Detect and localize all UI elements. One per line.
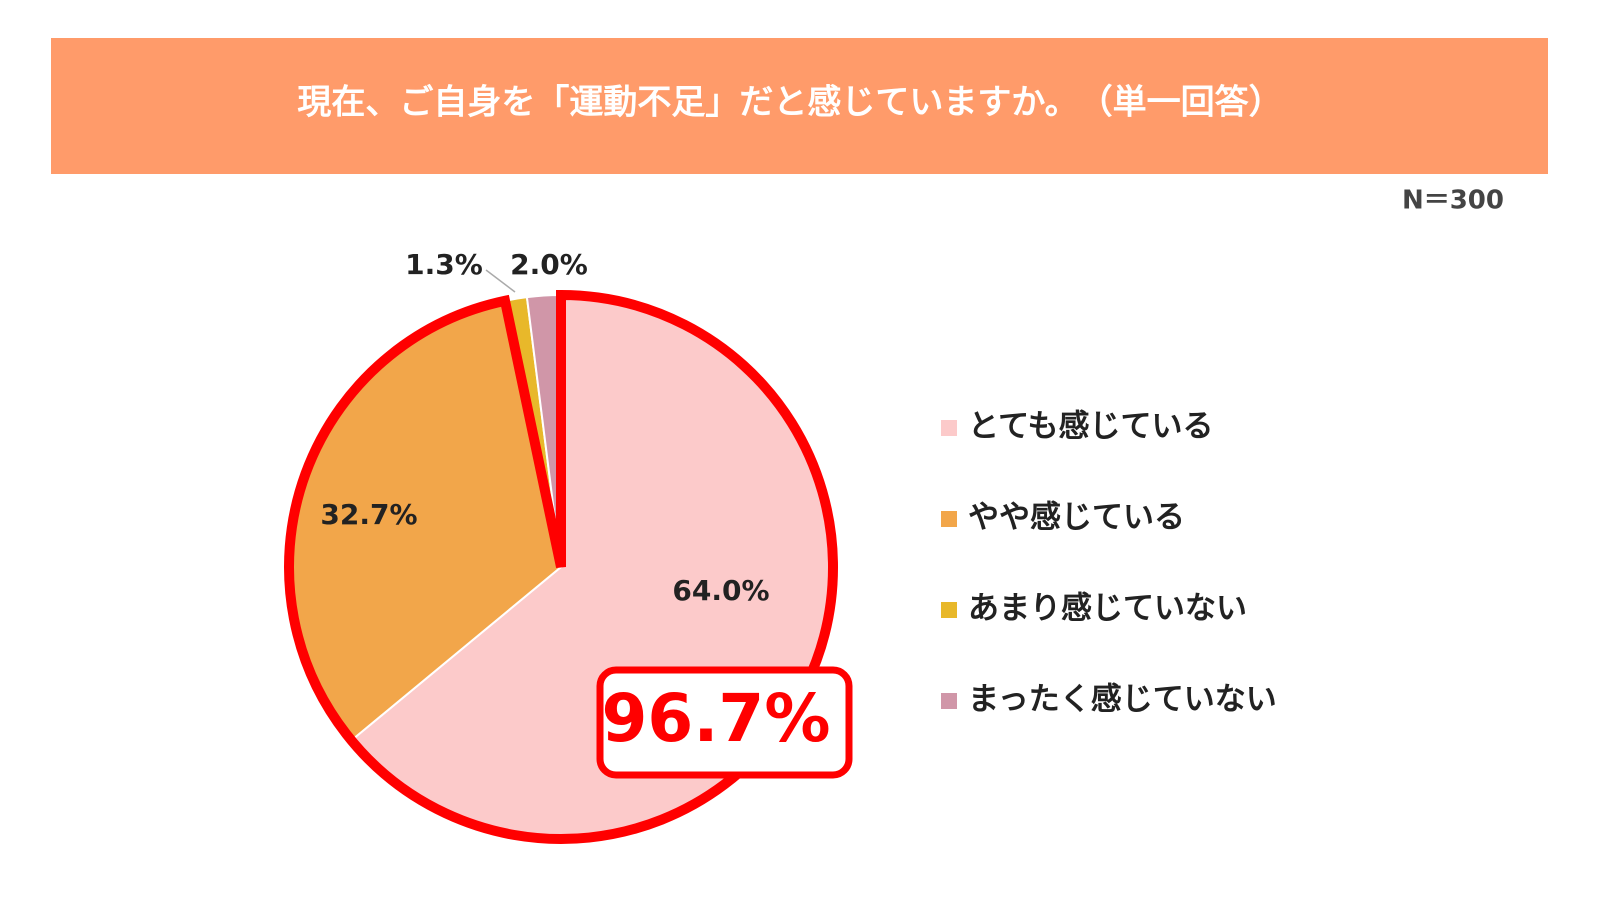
- legend-swatch: [941, 420, 957, 436]
- sample-size: N＝300: [1402, 186, 1504, 216]
- legend-swatch: [941, 511, 957, 527]
- title-bar: [51, 38, 1548, 174]
- data-label: 32.7%: [320, 498, 417, 531]
- data-label: 64.0%: [672, 574, 769, 607]
- legend-swatch: [941, 693, 957, 709]
- leader-line: [485, 269, 516, 293]
- labels: 64.0% 32.7% 1.3% 2.0%: [320, 248, 769, 607]
- annotation-box: [596, 666, 853, 779]
- legend-label: やや感じている: [968, 500, 1185, 536]
- legend-label: あまり感じていない: [968, 591, 1247, 627]
- legend-swatch: [941, 602, 957, 618]
- legend-label: とても感じている: [968, 409, 1214, 445]
- chart-title: 現在、ご自身を「運動不足」だと感じていますか。 （単一回答）: [297, 83, 1282, 123]
- highlight-outline: [284, 289, 838, 844]
- legend-label: まったく感じていない: [968, 682, 1277, 718]
- annotation: 96.7%: [602, 680, 831, 757]
- data-label: 2.0%: [510, 248, 588, 281]
- data-label: 1.3%: [405, 248, 483, 281]
